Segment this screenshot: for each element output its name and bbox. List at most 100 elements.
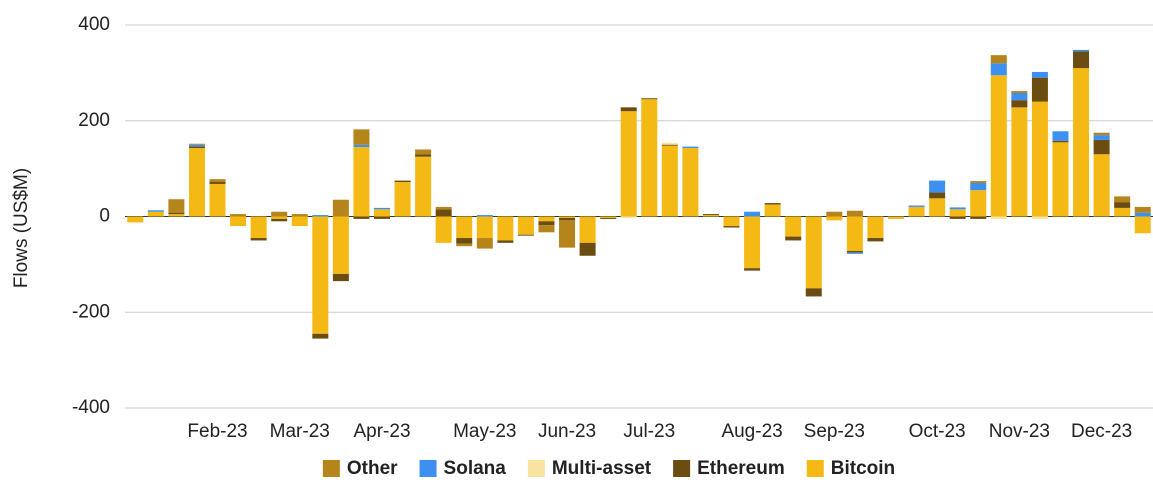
bar-segment [1134,206,1151,213]
y-tick-label: -400 [72,397,110,418]
bar-segment [312,215,329,217]
bar-segment [764,203,781,205]
bar-segment [559,217,576,221]
x-tick-label: Jul-23 [623,421,675,442]
bar-segment [1011,100,1028,108]
bar-segment [312,333,329,339]
bar-segment [723,216,740,227]
bar-segment [209,182,226,184]
bar-segment [127,216,144,223]
bar-segment [1093,132,1110,136]
bar-segment [949,209,966,217]
bar-segment [353,216,370,219]
bar-segment [1093,135,1110,140]
bar-segment [374,209,390,217]
bar-segment [497,216,514,241]
bar-segment [641,99,658,217]
bar-segment [456,243,473,247]
bar-segment [579,216,596,243]
y-tick-label: 0 [99,206,110,227]
bar-segment [908,206,925,217]
bar-segment [846,210,863,217]
bar-segment [538,225,555,233]
bar-segment [1011,92,1028,101]
bar-segment [970,216,987,219]
bar-segment [805,216,822,289]
bar-segment [970,181,987,183]
x-tick-label: Nov-23 [989,421,1050,442]
y-tick-label: 400 [78,14,110,35]
bar-segment [476,238,493,249]
bar-segment [1011,91,1028,93]
bar-segment [1052,142,1069,217]
bar-segment [394,182,411,217]
bar-segment [949,216,966,219]
bar-segment [702,214,719,216]
x-tick-label: Oct-23 [909,421,966,442]
bar-segment [744,211,761,217]
bar-segment [1134,212,1151,217]
bar-segment [702,215,719,217]
bar-segment [661,144,678,146]
bar-segment [1093,139,1110,155]
bar-segment [291,216,308,227]
bar-segment [723,226,740,228]
bar-segment [127,222,144,224]
bar-segment [517,216,534,235]
bar-segment [1114,196,1131,203]
bar-segment [826,216,843,221]
x-tick-label: Sep-23 [804,421,865,442]
bar-segment [990,216,1007,219]
bar-segment [1073,68,1090,217]
bar-segment [353,129,370,145]
bar-segment [1031,71,1048,78]
bar-segment [908,205,925,207]
bar-segment [435,216,452,243]
bar-segment [415,149,432,155]
bar-segment [476,215,493,217]
bar-segment [744,268,761,271]
bar-segment [1052,140,1069,143]
bar-segment [168,199,185,213]
bar-segment [785,236,802,241]
bar-segment [846,250,863,253]
bar-segment [785,216,802,237]
y-tick-label: -200 [72,301,110,322]
bar-segment [188,148,205,217]
bar-segment [1114,207,1131,217]
bar-segment [559,216,576,218]
bar-segment [271,211,288,217]
bar-segment [764,204,781,217]
bar-segment [970,182,987,191]
y-axis-label: Flows (US$M) [11,168,32,288]
bar-segment [147,211,164,217]
bar-segment [1052,131,1069,141]
x-tick-label: Feb-23 [187,421,247,442]
bar-segment [1031,216,1048,219]
x-tick-label: May-23 [453,421,516,442]
legend-label: Ethereum [697,458,785,479]
bar-segment [600,216,617,218]
bar-segment [230,214,247,217]
bar-segment [1114,202,1131,208]
legend-swatch [322,460,340,477]
bar-segment [476,216,493,239]
bar-segment [867,216,884,239]
bar-segment [188,143,205,145]
bar-segment [168,212,185,215]
bar-segment [353,147,370,217]
bar-segment [1073,49,1090,52]
bar-segment [250,216,267,239]
bar-segment [394,180,411,183]
bar-segment [188,144,205,147]
legend-swatch [527,460,545,477]
bar-segment [291,214,308,217]
bar-segment [744,216,761,269]
legend-label: Solana [444,458,507,479]
bar-segment [888,216,904,219]
bar-segment [990,55,1007,64]
bar-segment [271,218,288,222]
bar-segment [435,206,452,210]
bar-segment [846,252,863,254]
bar-segment [332,273,349,282]
